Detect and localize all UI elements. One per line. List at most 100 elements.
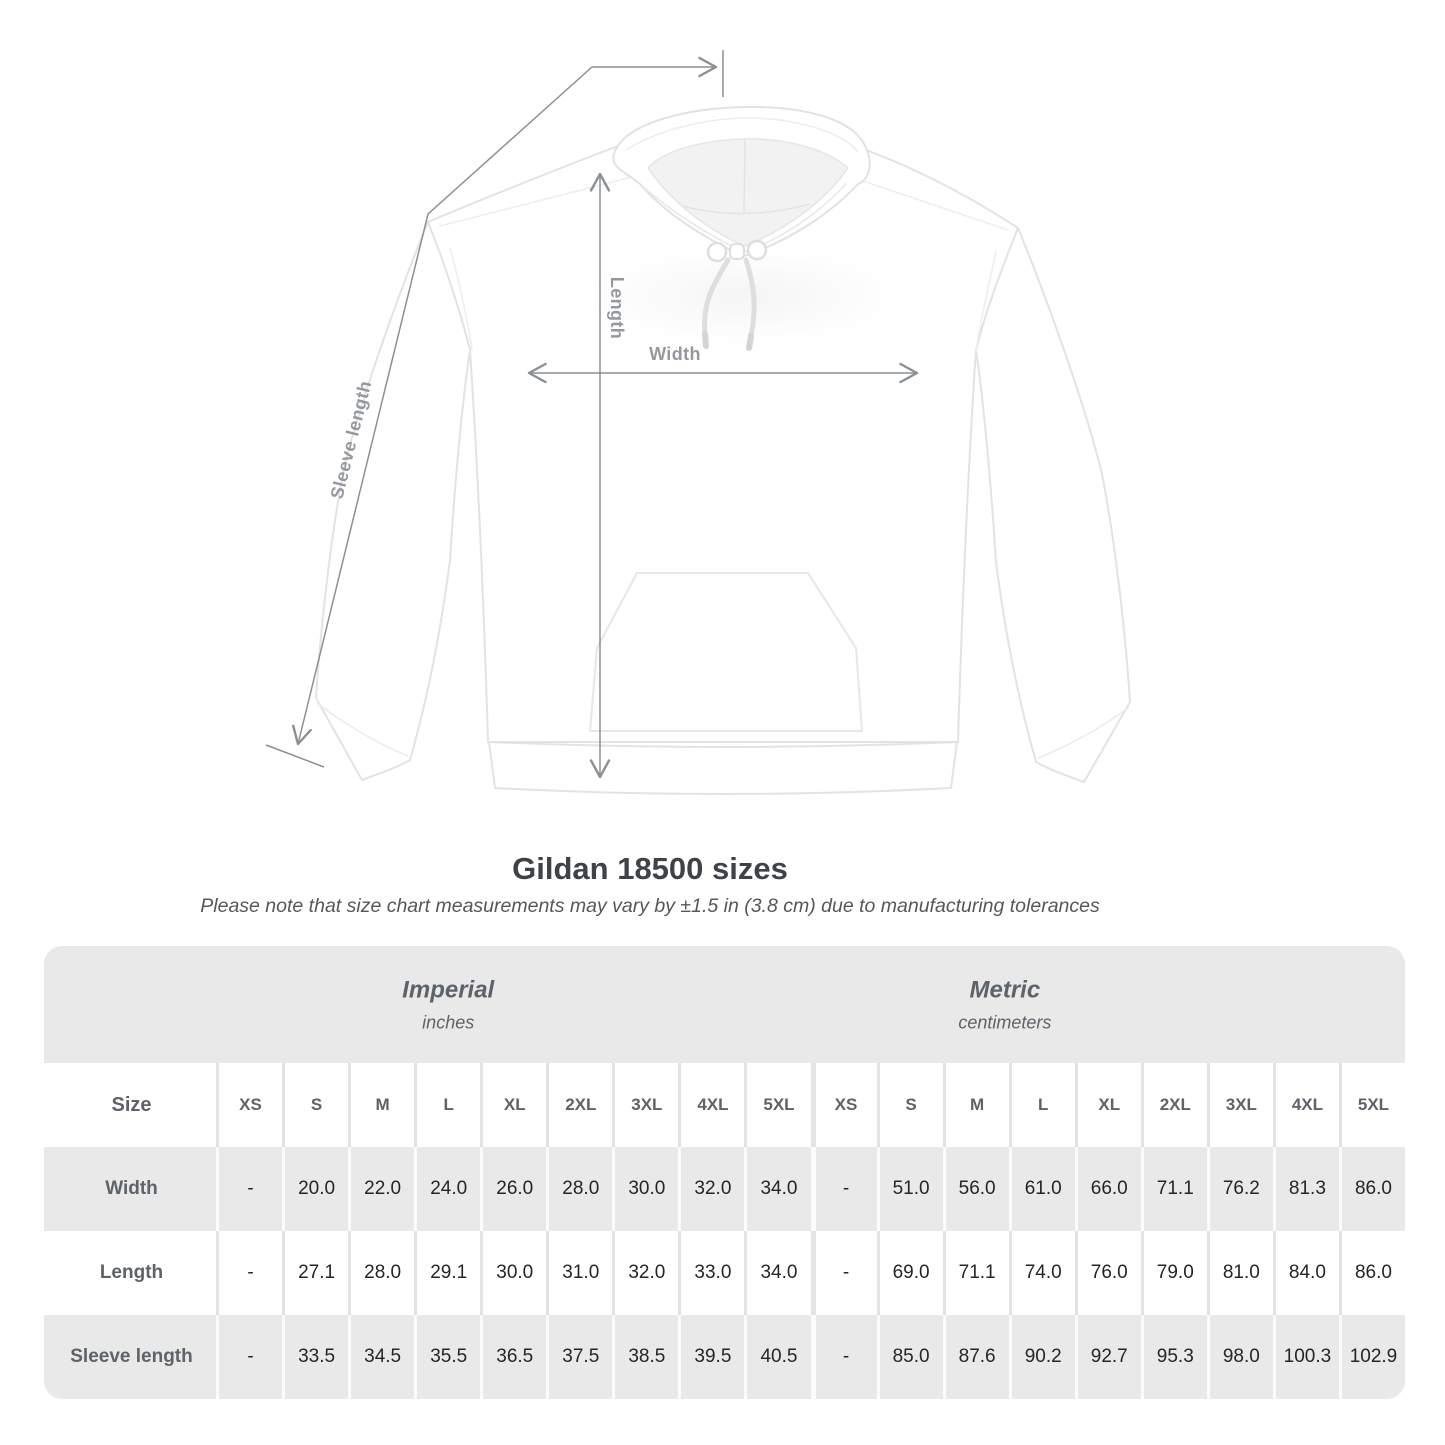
col-header-imperial-S: S	[282, 1063, 348, 1147]
value-metric-M: 56.0	[942, 1147, 1009, 1231]
value-metric-XS: -	[810, 1315, 877, 1399]
col-header-metric-XL: XL	[1074, 1063, 1141, 1147]
value-imperial-M: 34.5	[348, 1315, 414, 1399]
value-metric-XL: 66.0	[1074, 1147, 1141, 1231]
value-metric-5XL: 102.9	[1338, 1315, 1405, 1399]
value-imperial-XS: -	[216, 1315, 282, 1399]
drawstring-knot	[729, 243, 745, 260]
value-metric-L: 74.0	[1008, 1231, 1075, 1315]
value-imperial-M: 22.0	[348, 1147, 414, 1231]
value-imperial-L: 29.1	[414, 1231, 480, 1315]
table-row-width: Width -20.0 22.0 24.0 26.0 28.0 30.0 32.0 34.0-5…	[44, 1147, 1405, 1231]
size-header-row: Size XS S M L XL 2XL 3XL 4XL 5XL XS S M L XL 2XL 3XL 4XL 5…	[44, 1063, 1405, 1147]
value-imperial-XL: 36.5	[480, 1315, 546, 1399]
value-metric-XS: -	[810, 1147, 877, 1231]
value-imperial-4XL: 39.5	[678, 1315, 744, 1399]
value-imperial-4XL: 32.0	[678, 1147, 744, 1231]
col-header-metric-S: S	[876, 1063, 943, 1147]
left-sleeve	[315, 221, 471, 781]
value-metric-4XL: 84.0	[1272, 1231, 1339, 1315]
value-imperial-S: 33.5	[282, 1315, 348, 1399]
hood-center-seam	[743, 139, 746, 213]
value-imperial-3XL: 32.0	[612, 1231, 678, 1315]
col-header-metric-XS: XS	[810, 1063, 877, 1147]
metric-header: Metric centimeters	[958, 976, 1051, 1033]
value-metric-4XL: 100.3	[1272, 1315, 1339, 1399]
table-row-sleeve-length: Sleeve length -33.5 34.5 35.5 36.5 37.5 38.5 39…	[44, 1315, 1405, 1399]
col-header-imperial-3XL: 3XL	[612, 1063, 678, 1147]
value-imperial-2XL: 31.0	[546, 1231, 612, 1315]
sleeve-end-tick	[265, 744, 325, 768]
col-header-metric-3XL: 3XL	[1206, 1063, 1273, 1147]
value-imperial-2XL: 28.0	[546, 1147, 612, 1231]
right-armhole-seam	[975, 251, 997, 351]
drawstring-left-aglet	[702, 331, 709, 349]
value-imperial-XL: 30.0	[480, 1231, 546, 1315]
value-metric-L: 61.0	[1008, 1147, 1075, 1231]
value-metric-3XL: 98.0	[1206, 1315, 1273, 1399]
value-imperial-5XL: 34.0	[744, 1147, 810, 1231]
col-header-imperial-XS: XS	[216, 1063, 282, 1147]
col-header-metric-2XL: 2XL	[1140, 1063, 1207, 1147]
page-subtitle: Please note that size chart measurements…	[200, 895, 1100, 917]
value-metric-2XL: 95.3	[1140, 1315, 1207, 1399]
value-metric-2XL: 71.1	[1140, 1147, 1207, 1231]
measurement-arrows	[265, 50, 919, 779]
hem-band	[488, 741, 958, 795]
imperial-title: Imperial	[402, 976, 495, 1003]
value-imperial-M: 28.0	[348, 1231, 414, 1315]
value-imperial-5XL: 40.5	[744, 1315, 810, 1399]
width-measure-label: Width	[649, 344, 701, 364]
right-cuff-seam	[1037, 707, 1129, 759]
metric-unit: centimeters	[958, 1012, 1052, 1032]
value-imperial-XL: 26.0	[480, 1147, 546, 1231]
size-table: Imperial inches Metric centimeters Size X…	[44, 946, 1405, 1399]
value-metric-XL: 76.0	[1074, 1231, 1141, 1315]
imperial-unit: inches	[422, 1012, 475, 1032]
hood-back-seam	[681, 203, 811, 215]
drawstring-loop-left	[706, 241, 728, 263]
value-metric-2XL: 79.0	[1140, 1231, 1207, 1315]
value-metric-M: 71.1	[942, 1231, 1009, 1315]
caption-block: Gildan 18500 sizes Please note that size…	[0, 851, 1300, 918]
value-imperial-S: 27.1	[282, 1231, 348, 1315]
col-header-imperial-2XL: 2XL	[546, 1063, 612, 1147]
value-imperial-L: 24.0	[414, 1147, 480, 1231]
value-imperial-5XL: 34.0	[744, 1231, 810, 1315]
right-shoulder-seam	[853, 177, 1009, 231]
unit-system-band: Imperial inches Metric centimeters	[44, 946, 1405, 1063]
col-header-metric-5XL: 5XL	[1338, 1063, 1405, 1147]
value-metric-L: 90.2	[1008, 1315, 1075, 1399]
metric-title: Metric	[969, 976, 1041, 1003]
row-label: Width	[105, 1178, 158, 1199]
value-imperial-3XL: 38.5	[612, 1315, 678, 1399]
value-imperial-XS: -	[216, 1231, 282, 1315]
value-metric-S: 69.0	[876, 1231, 943, 1315]
col-header-imperial-4XL: 4XL	[678, 1063, 744, 1147]
value-metric-4XL: 81.3	[1272, 1147, 1339, 1231]
col-header-metric-4XL: 4XL	[1272, 1063, 1339, 1147]
col-header-metric-M: M	[942, 1063, 1009, 1147]
value-imperial-XS: -	[216, 1147, 282, 1231]
value-metric-3XL: 81.0	[1206, 1231, 1273, 1315]
kangaroo-pocket	[589, 572, 863, 732]
size-table-rows: Size XS S M L XL 2XL 3XL 4XL 5XL XS S M L XL 2XL 3XL 4XL 5…	[44, 1063, 1405, 1399]
col-header-imperial-5XL: 5XL	[744, 1063, 810, 1147]
col-header-metric-L: L	[1008, 1063, 1075, 1147]
drawstring-left	[702, 257, 731, 337]
hoodie-illustration	[315, 105, 1131, 795]
value-imperial-3XL: 30.0	[612, 1147, 678, 1231]
hood-inner	[647, 138, 849, 247]
drawstring-right	[743, 257, 757, 339]
value-metric-S: 51.0	[876, 1147, 943, 1231]
page-title: Gildan 18500 sizes	[512, 851, 788, 886]
table-row-length: Length -27.1 28.0 29.1 30.0 31.0 32.0 33.0 34.0-…	[44, 1231, 1405, 1315]
left-armhole-seam	[449, 247, 473, 351]
length-measure-label: Length	[607, 276, 627, 340]
row-label: Sleeve length	[70, 1346, 193, 1367]
value-metric-M: 87.6	[942, 1315, 1009, 1399]
value-metric-3XL: 76.2	[1206, 1147, 1273, 1231]
size-column-header: Size	[111, 1093, 152, 1116]
